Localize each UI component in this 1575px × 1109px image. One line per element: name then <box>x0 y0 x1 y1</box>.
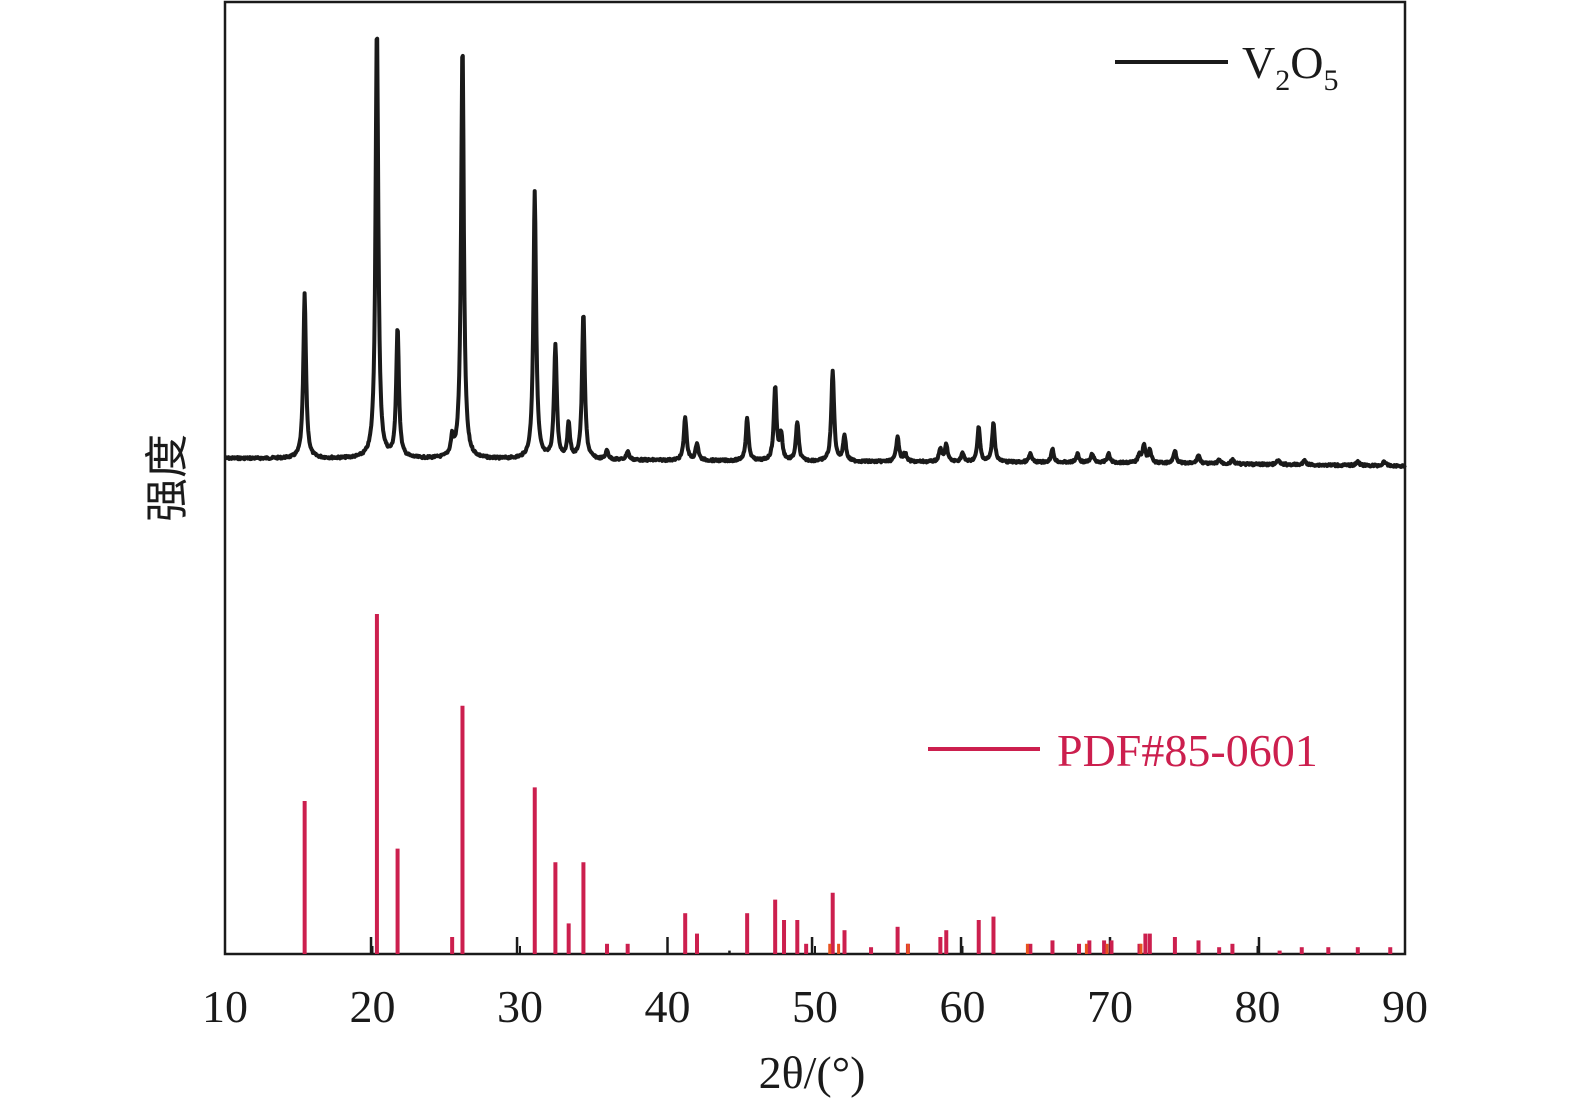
x-tick-label: 40 <box>645 981 691 1032</box>
x-tick-label: 70 <box>1087 981 1133 1032</box>
x-tick-label: 30 <box>497 981 543 1032</box>
v2o5-pattern-line <box>223 36 1407 469</box>
legend-label-pdf: PDF#85-0601 <box>1057 725 1318 776</box>
reference-sticks <box>302 614 1393 954</box>
x-tick-label: 10 <box>202 981 248 1032</box>
legend-label-v2o5: V2O5 <box>1242 37 1338 97</box>
legend-v2o5: V2O5 <box>1115 37 1338 97</box>
x-tick-label: 90 <box>1382 981 1428 1032</box>
x-tick-label: 60 <box>940 981 986 1032</box>
x-tick-label: 20 <box>350 981 396 1032</box>
legend-pdf: PDF#85-0601 <box>928 725 1318 776</box>
y-axis-title: 强度 <box>142 434 193 522</box>
x-axis-title: 2θ/(°) <box>759 1047 866 1098</box>
plot-frame <box>223 0 1407 956</box>
x-tick-label: 80 <box>1235 981 1281 1032</box>
x-tick-labels: 10 20 30 40 50 60 70 80 90 <box>202 981 1428 1032</box>
x-tick-label: 50 <box>792 981 838 1032</box>
